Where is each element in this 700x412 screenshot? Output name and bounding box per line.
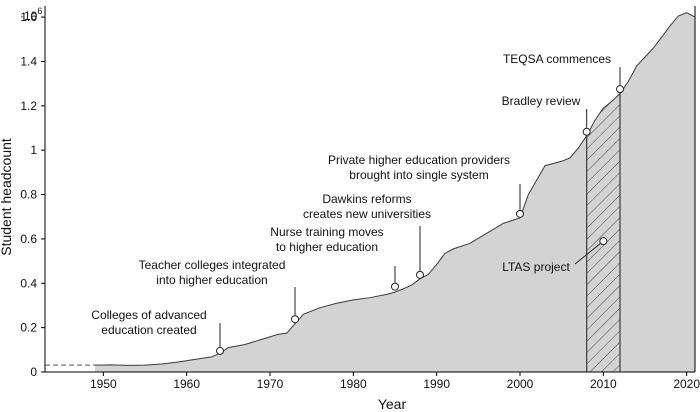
x-tick-label: 1970 [257, 377, 284, 391]
x-tick-label: 2020 [673, 377, 700, 391]
annotation-marker [216, 346, 224, 355]
annotation-marker [291, 315, 299, 324]
y-tick-label: 1.4 [20, 54, 37, 68]
annotation-label: Bradley review [502, 94, 581, 108]
annotation-label: to higher education [276, 240, 378, 254]
annotation-label: creates new universities [303, 207, 431, 221]
annotation-label: Private higher education providers [328, 153, 510, 167]
annotation-label: brought into single system [349, 168, 488, 182]
annotation-label: into higher education [156, 273, 267, 287]
y-tick-label: 1.6 [20, 10, 37, 24]
x-tick-label: 2010 [590, 377, 617, 391]
y-axis-title: Student headcount [0, 138, 14, 256]
annotation-label: education created [101, 323, 196, 337]
ltas-leader-line [574, 240, 604, 265]
y-tick-label: 1 [30, 143, 37, 157]
x-tick-label: 2000 [507, 377, 534, 391]
y-multiplier-label: ·106 [20, 6, 42, 23]
x-tick-label: 1980 [340, 377, 367, 391]
annotation-label: Dawkins reforms [322, 192, 411, 206]
annotation-marker [391, 282, 399, 291]
ltas-label: LTAS project [502, 260, 570, 274]
annotation-label: Colleges of advanced [91, 308, 206, 322]
annotation-marker [616, 85, 624, 94]
annotation-marker [416, 270, 424, 279]
y-tick-label: 0.6 [20, 232, 37, 246]
x-tick-label: 1950 [90, 377, 117, 391]
x-tick-label: 1960 [173, 377, 200, 391]
annotation-marker [582, 127, 591, 136]
annotation-label: Teacher colleges integrated [139, 258, 286, 272]
ltas-hatched-region [586, 93, 620, 373]
x-axis-title: Year [378, 396, 407, 412]
ltas-marker [599, 237, 608, 246]
y-tick-label: 1.2 [20, 99, 37, 113]
x-tick-label: 1990 [423, 377, 450, 391]
y-tick-label: 0.2 [20, 321, 37, 335]
annotation-label: Nurse training moves [270, 225, 383, 239]
annotation-marker [516, 209, 524, 218]
y-tick-label: 0 [30, 365, 37, 379]
annotation-label: TEQSA commences [503, 52, 611, 66]
y-tick-label: 0.4 [20, 276, 37, 290]
area-fill [95, 12, 695, 373]
y-tick-label: 0.8 [20, 188, 37, 202]
